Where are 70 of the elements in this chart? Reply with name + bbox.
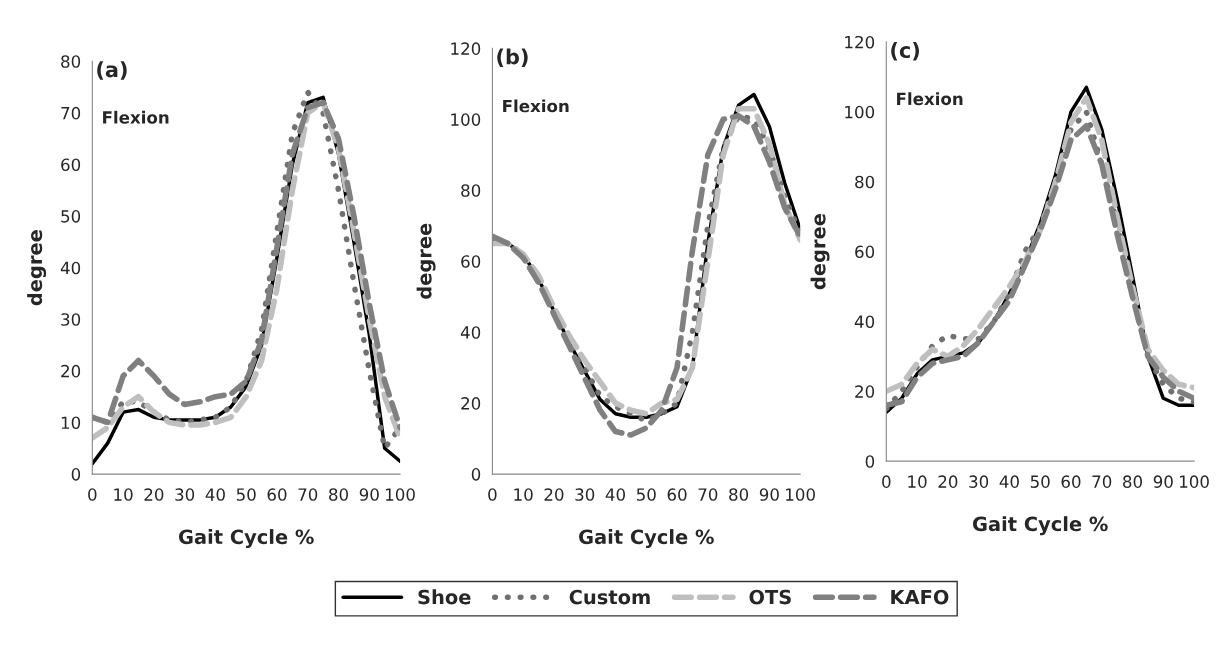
y-tick-label: 60 — [61, 158, 81, 172]
y-tick-label: 80 — [61, 55, 81, 68]
y-tick-label: 20 — [461, 397, 481, 410]
legend-label: OTS — [749, 589, 791, 605]
x-tick-label: 40 — [999, 475, 1019, 488]
x-tick-label: 70 — [1092, 475, 1112, 488]
y-tick-label: 20 — [855, 385, 875, 398]
annotation: Flexion — [897, 92, 963, 106]
x-tick-label: 100 — [786, 488, 815, 501]
x-tick-label: 90 — [359, 488, 379, 501]
x-tick-label: 10 — [514, 488, 533, 501]
x-tick-label: 60 — [267, 488, 287, 501]
x-tick-label: 10 — [114, 488, 133, 501]
y-tick-label: 50 — [61, 210, 81, 223]
annotation: (b) — [497, 48, 528, 67]
x-tick-label: 20 — [144, 488, 164, 501]
y-tick-label: 30 — [61, 313, 81, 326]
y-tick-label: 120 — [845, 35, 875, 49]
y-axis-title: degree — [416, 223, 436, 299]
y-tick-label: 10 — [61, 416, 81, 430]
y-tick-label: 40 — [854, 315, 875, 328]
x-tick-label: 0 — [882, 475, 891, 488]
annotation: Flexion — [503, 99, 569, 113]
y-tick-label: 60 — [855, 245, 875, 259]
x-tick-label: 10 — [908, 475, 927, 488]
x-tick-label: 60 — [1061, 475, 1081, 488]
y-tick-label: 60 — [461, 255, 481, 268]
legend-label: Shoe — [418, 589, 471, 605]
y-tick-label: 80 — [461, 184, 481, 197]
x-tick-label: 30 — [575, 488, 595, 501]
x-tick-label: 100 — [1179, 475, 1209, 488]
x-tick-label: 0 — [88, 488, 97, 501]
x-tick-label: 20 — [938, 475, 958, 488]
x-tick-label: 40 — [205, 488, 225, 501]
y-tick-label: 70 — [61, 106, 81, 120]
y-tick-label: 0 — [865, 455, 875, 468]
x-tick-label: 60 — [667, 488, 687, 501]
x-axis-title: Gait Cycle % — [972, 516, 1108, 536]
x-tick-label: 50 — [236, 488, 256, 501]
y-axis-title: degree — [810, 214, 830, 290]
x-tick-label: 70 — [698, 488, 718, 501]
x-tick-label: 30 — [175, 488, 195, 501]
x-tick-label: 80 — [1123, 475, 1143, 488]
x-tick-label: 30 — [969, 475, 989, 488]
x-tick-label: 40 — [605, 488, 625, 501]
x-axis-title: Gait Cycle % — [579, 529, 714, 549]
x-tick-label: 90 — [1153, 475, 1173, 488]
y-tick-label: 100 — [845, 105, 875, 119]
annotation: (a) — [97, 61, 127, 80]
y-tick-label: 40 — [60, 261, 81, 275]
x-tick-label: 50 — [636, 488, 656, 501]
x-tick-label: 0 — [488, 488, 497, 501]
y-tick-label: 80 — [855, 175, 875, 189]
legend-label: KAFO — [891, 589, 949, 605]
y-tick-label: 100 — [451, 113, 481, 126]
x-tick-label: 80 — [329, 488, 349, 501]
x-tick-label: 20 — [544, 488, 564, 501]
y-tick-label: 20 — [61, 364, 81, 378]
legend-label: Custom — [569, 589, 650, 605]
annotation: (c) — [891, 41, 919, 61]
x-tick-label: 80 — [729, 488, 749, 501]
x-tick-label: 70 — [298, 488, 318, 501]
annotation: Flexion — [103, 110, 169, 124]
x-axis-title: Gait Cycle % — [178, 529, 314, 549]
y-axis-title: degree — [27, 230, 47, 306]
x-tick-label: 100 — [386, 488, 415, 501]
y-tick-label: 40 — [460, 326, 481, 339]
x-tick-label: 90 — [759, 488, 779, 501]
x-tick-label: 50 — [1030, 475, 1050, 488]
y-tick-label: 120 — [451, 42, 481, 55]
